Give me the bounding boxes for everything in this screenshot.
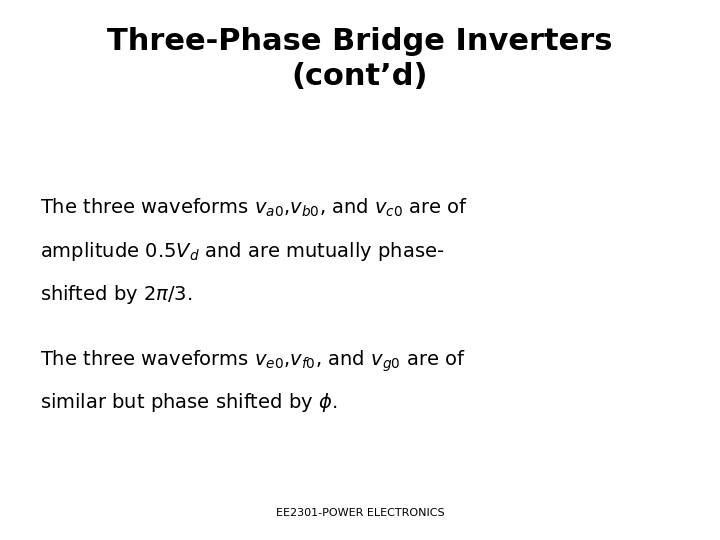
Text: The three waveforms $v_{a0}$,$v_{b0}$, and $v_{c0}$ are of: The three waveforms $v_{a0}$,$v_{b0}$, a… [40, 197, 468, 219]
Text: Three-Phase Bridge Inverters
(cont’d): Three-Phase Bridge Inverters (cont’d) [107, 27, 613, 91]
Text: similar but phase shifted by $\phi$.: similar but phase shifted by $\phi$. [40, 392, 337, 415]
Text: amplitude 0.5$V_d$ and are mutually phase-: amplitude 0.5$V_d$ and are mutually phas… [40, 240, 444, 264]
Text: shifted by 2$\pi$/3.: shifted by 2$\pi$/3. [40, 284, 192, 307]
Text: EE2301-POWER ELECTRONICS: EE2301-POWER ELECTRONICS [276, 508, 444, 518]
Text: The three waveforms $v_{e0}$,$v_{f0}$, and $v_{g0}$ are of: The three waveforms $v_{e0}$,$v_{f0}$, a… [40, 348, 465, 374]
